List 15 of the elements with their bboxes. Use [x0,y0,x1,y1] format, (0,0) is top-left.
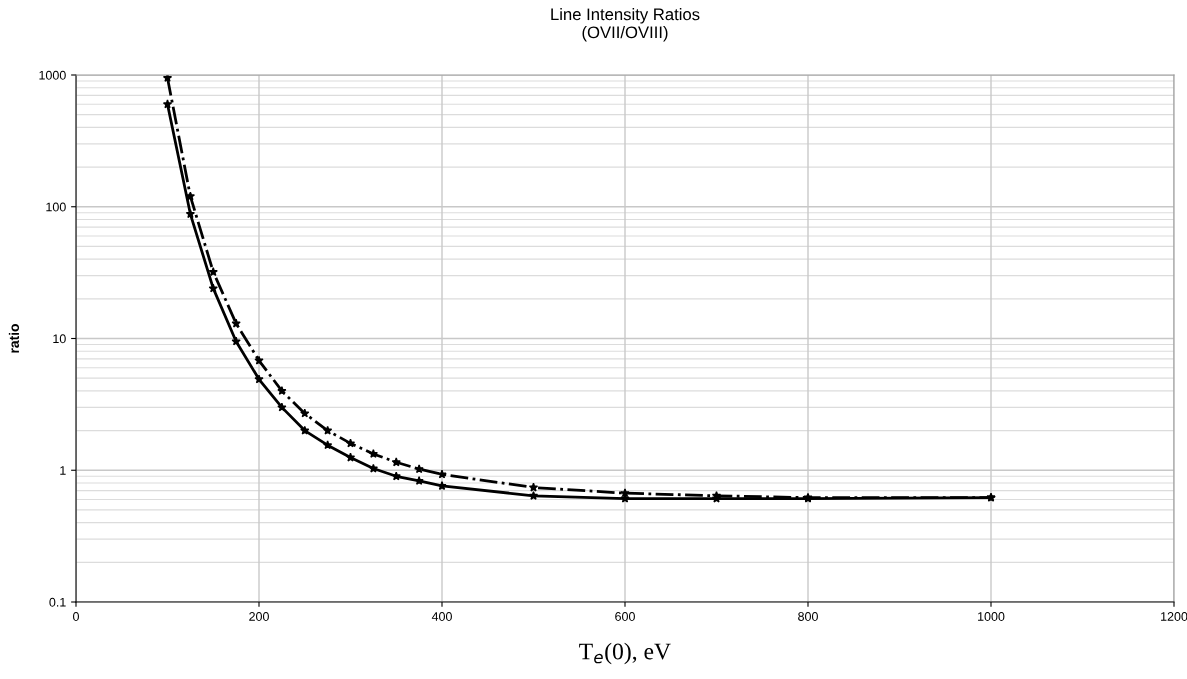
y-tick-label: 100 [46,202,66,212]
x-tick-label: 0 [73,612,79,621]
y-tick-label: 10 [53,334,66,344]
y-tick-label: 1000 [39,70,66,80]
x-tick-label: 600 [615,612,635,621]
y-tick-label: 0.1 [49,597,66,607]
x-tick-label: 200 [249,612,269,621]
x-tick-label: 1200 [1161,612,1187,621]
x-tick-label: 800 [798,612,818,621]
x-tick-label: 400 [431,612,452,621]
x-tick-label: 1000 [978,612,1005,621]
chart-title: Line Intensity Ratios (OVII/OVIII) [551,8,700,42]
x-axis-title: T$_{e}$(0), eV [579,642,671,665]
y-axis-title: ratio [8,323,20,353]
y-tick-label: 1 [60,466,66,475]
